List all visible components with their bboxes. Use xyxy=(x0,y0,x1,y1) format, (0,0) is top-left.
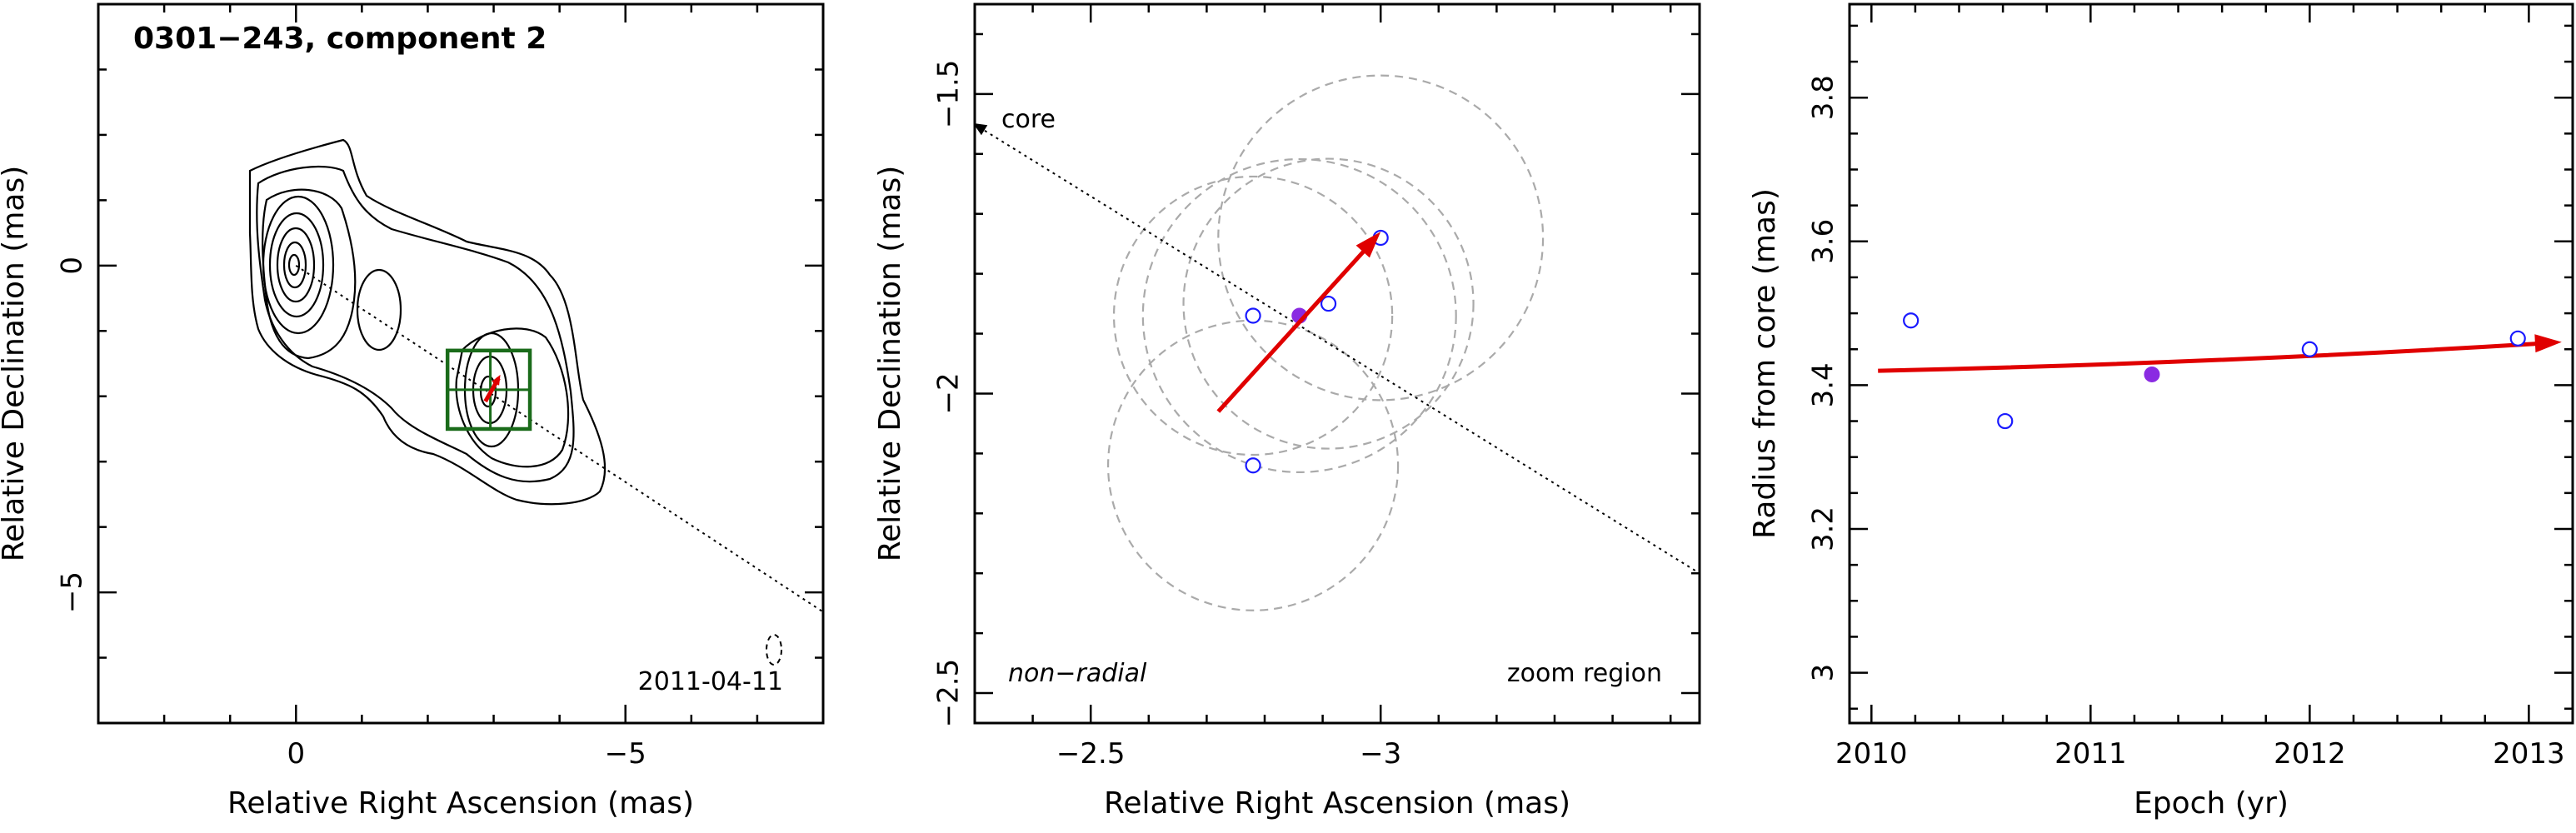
contour-comp-4 xyxy=(479,375,497,408)
epoch-point xyxy=(1903,312,1920,329)
error-circle xyxy=(1217,74,1545,402)
motion-vector xyxy=(1216,240,1375,413)
zoom-region-label: zoom region xyxy=(1507,659,1662,688)
contour-core-3 xyxy=(268,212,325,318)
x-axis-label: Epoch (yr) xyxy=(2134,786,2289,821)
y-tick-label: −2.5 xyxy=(932,659,966,728)
y-tick-label: −1.5 xyxy=(932,60,966,129)
core-direction-head xyxy=(975,123,988,136)
motion-type-label: non−radial xyxy=(1008,659,1147,688)
y-tick-label: 3.2 xyxy=(1807,506,1840,551)
motion-vector-head xyxy=(1355,232,1381,258)
x-axis-label: Relative Right Ascension (mas) xyxy=(227,786,694,821)
zoom-plot-area xyxy=(975,74,1700,611)
y-tick-label: −5 xyxy=(56,571,89,613)
fit-curve xyxy=(1878,342,2538,373)
y-tick-label: 3.8 xyxy=(1807,75,1840,120)
contour-2 xyxy=(256,165,575,483)
x-tick-label: −5 xyxy=(605,737,646,771)
core-direction-line xyxy=(984,129,1700,575)
chart-title: 0301−243, component 2 xyxy=(133,22,547,56)
epoch-point xyxy=(1997,412,2014,430)
contour-core-5 xyxy=(282,241,307,289)
y-axis-label: Radius from core (mas) xyxy=(1748,188,1782,539)
image-plot-area xyxy=(248,138,823,666)
zoom-panel: −2.5 −3 −1.5 −2 −2.5 Relative Right Ascension… xyxy=(873,2,1701,821)
mean-point xyxy=(2144,366,2160,382)
core-label: core xyxy=(1001,105,1056,134)
motion-vector-head xyxy=(492,374,501,386)
contour-comp-1 xyxy=(455,327,570,468)
epoch-label: 2011-04-11 xyxy=(638,667,783,696)
fit-curve-head xyxy=(2534,334,2562,353)
error-circle xyxy=(1112,175,1394,456)
epoch-point xyxy=(2301,341,2318,357)
y-tick-label: 3.6 xyxy=(1807,219,1840,264)
contour-core-4 xyxy=(276,227,316,303)
y-axis-label: Relative Declination (mas) xyxy=(873,166,907,562)
y-tick-label: 3 xyxy=(1807,664,1840,682)
plot-frame xyxy=(973,2,1701,725)
x-tick-label: 2011 xyxy=(2054,737,2127,771)
plot-frame xyxy=(97,2,825,725)
radius-plot-area xyxy=(1878,312,2562,430)
y-tick-label: 0 xyxy=(56,257,89,275)
error-circle xyxy=(1182,157,1475,450)
y-axis-label: Relative Declination (mas) xyxy=(0,166,31,562)
x-tick-label: 2010 xyxy=(1835,737,1908,771)
x-tick-label: −3 xyxy=(1360,737,1401,771)
x-tick-label: 2013 xyxy=(2493,737,2565,771)
x-tick-label: −2.5 xyxy=(1056,737,1126,771)
contour-outer xyxy=(248,138,607,506)
x-tick-label: 2012 xyxy=(2274,737,2346,771)
epoch-point xyxy=(1245,457,1261,474)
jet-direction-line xyxy=(295,264,823,613)
epoch-point xyxy=(1245,307,1261,324)
y-tick-label: −2 xyxy=(932,372,966,414)
x-axis-label: Relative Right Ascension (mas) xyxy=(1104,786,1570,821)
x-tick-label: 0 xyxy=(287,737,305,771)
contour-core-6 xyxy=(287,253,301,277)
image-panel: 0 −5 0 −5 Relative Right Ascension (mas) Rela… xyxy=(0,2,825,821)
contour-core-2 xyxy=(262,195,335,335)
y-tick-label: 3.4 xyxy=(1807,362,1840,407)
beam-ellipse xyxy=(766,634,782,666)
epoch-point xyxy=(2509,330,2526,347)
radius-panel: 2010 2011 2012 2013 3 3.2 3.4 3.6 3.8 Epoch (yr) R… xyxy=(1748,2,2574,821)
error-circle xyxy=(1141,157,1457,473)
plot-frame xyxy=(1848,2,2574,725)
contour-knot-1 xyxy=(356,268,402,352)
epoch-point xyxy=(1320,295,1337,312)
